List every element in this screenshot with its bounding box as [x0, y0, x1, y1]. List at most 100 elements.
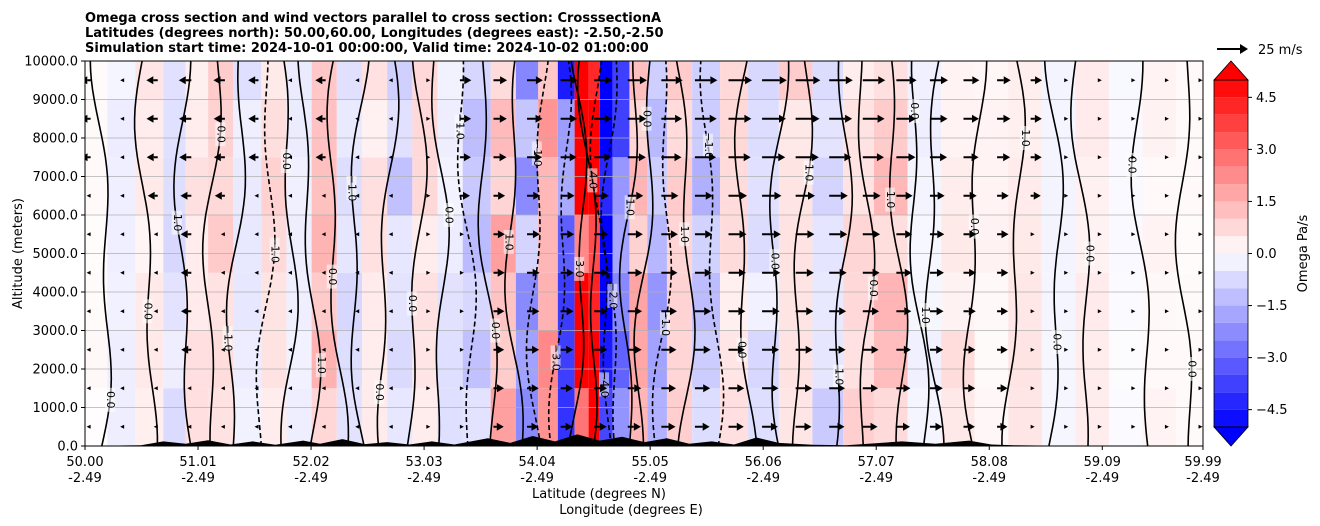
contour-line: [924, 61, 945, 446]
contour-line: [567, 61, 588, 446]
wind-arrow: [459, 386, 464, 391]
omega-cell: [557, 330, 575, 389]
omega-cell: [843, 388, 874, 446]
wind-arrow: [493, 230, 505, 239]
wind-arrow: [627, 307, 643, 316]
wind-arrow: [459, 76, 472, 85]
contour-line: [1001, 61, 1027, 446]
wind-arrow: [929, 268, 944, 277]
contour-label-bg: [315, 353, 326, 378]
wind-arrow: [762, 268, 781, 277]
wind-arrow: [120, 193, 125, 198]
omega-cell: [873, 99, 908, 158]
wind-arrow: [459, 347, 464, 352]
omega-cell: [1008, 272, 1042, 331]
omega-cell: [812, 99, 844, 158]
colorbar-segment: [1214, 270, 1248, 289]
wind-arrow: [388, 232, 393, 237]
omega-cell: [692, 272, 721, 331]
wind-arrow: [85, 76, 91, 85]
contour-line: [547, 61, 573, 446]
wind-arrow: [214, 191, 225, 200]
colorbar-segment: [1214, 218, 1248, 237]
wind-arrow: [997, 114, 1011, 123]
wind-arrow: [661, 422, 676, 431]
wind-arrow: [762, 76, 787, 85]
wind-arrow: [315, 114, 326, 123]
wind-arrow: [388, 78, 393, 83]
colorbar-segment: [1214, 149, 1248, 167]
wind-arrow: [829, 114, 853, 123]
wind-arrow: [762, 230, 781, 239]
wind-arrow: [321, 424, 326, 429]
omega-cell: [1142, 99, 1177, 158]
wind-arrow: [426, 386, 431, 391]
wind-arrow: [187, 386, 192, 391]
x-tick-label-lon: -2.49: [407, 471, 441, 486]
omega-cell: [692, 330, 721, 389]
wind-arrow: [355, 232, 360, 237]
contour-label-bg: [867, 276, 878, 301]
wind-arrow: [120, 232, 125, 237]
omega-cell: [612, 330, 630, 389]
omega-cell: [1108, 388, 1143, 446]
x-tick-label-lon: -2.49: [972, 471, 1006, 486]
wind-arrow: [1164, 232, 1169, 237]
x-tick-label-lat: 50.00: [66, 455, 103, 470]
omega-cell: [599, 388, 613, 446]
colorbar-segment: [1214, 184, 1248, 202]
wind-arrow: [1198, 193, 1203, 198]
omega-cell: [412, 388, 438, 446]
contour-label: −1.0: [222, 325, 235, 352]
contour-label: −1.0: [531, 140, 544, 167]
omega-cell: [1176, 272, 1203, 331]
y-tick-label: 1000.0: [33, 401, 79, 416]
wind-arrow: [795, 384, 813, 393]
wind-arrow: [1030, 424, 1035, 429]
wind-arrow: [1064, 193, 1069, 198]
wind-arrow: [288, 78, 293, 83]
wind-arrow: [694, 345, 711, 354]
x-tick-label-lon: -2.49: [294, 471, 328, 486]
wind-arrow: [795, 191, 816, 200]
contour-line: [733, 61, 758, 446]
omega-cell: [720, 157, 749, 215]
omega-cell: [437, 330, 463, 389]
colorbar-tick-label: −4.5: [1256, 403, 1288, 418]
colorbar-segment: [1214, 392, 1248, 410]
wind-vectors: [85, 76, 1203, 431]
wind-arrow: [120, 155, 125, 160]
wind-arrow: [1030, 232, 1035, 237]
wind-arrow: [1198, 270, 1203, 275]
colorbar-tick-label: −1.5: [1256, 299, 1288, 314]
y-tick-label: 8000.0: [33, 132, 79, 147]
colorbar-segment: [1214, 322, 1248, 341]
x-tick-label-lon: -2.49: [1085, 471, 1119, 486]
omega-cell: [1041, 61, 1076, 100]
omega-cell: [778, 388, 813, 446]
wind-arrow: [315, 76, 326, 85]
wind-arrow: [1131, 424, 1136, 429]
wind-arrow: [1064, 270, 1069, 275]
wind-arrow: [355, 270, 360, 275]
contour-label: 0.0: [1051, 333, 1064, 351]
wind-arrow: [153, 347, 158, 352]
contour-label-bg: [269, 237, 280, 262]
omega-cell: [666, 157, 693, 215]
wind-arrow: [1131, 347, 1136, 352]
wind-arrow: [694, 422, 710, 431]
wind-arrow: [627, 384, 642, 393]
wind-arrow: [120, 386, 125, 391]
wind-arrow: [963, 422, 975, 431]
omega-cell: [515, 157, 539, 215]
wind-arrow: [459, 153, 471, 162]
contour-label: 0.0: [373, 383, 386, 401]
terrain-profile: [85, 434, 1203, 446]
wind-arrow: [120, 270, 125, 275]
omega-cell: [647, 388, 667, 446]
omega-cell: [599, 215, 613, 273]
contour-label-bg: [920, 303, 931, 328]
contour-line: [430, 61, 451, 446]
y-tick-label: 0.0: [57, 440, 78, 455]
contour-line: [350, 61, 370, 446]
